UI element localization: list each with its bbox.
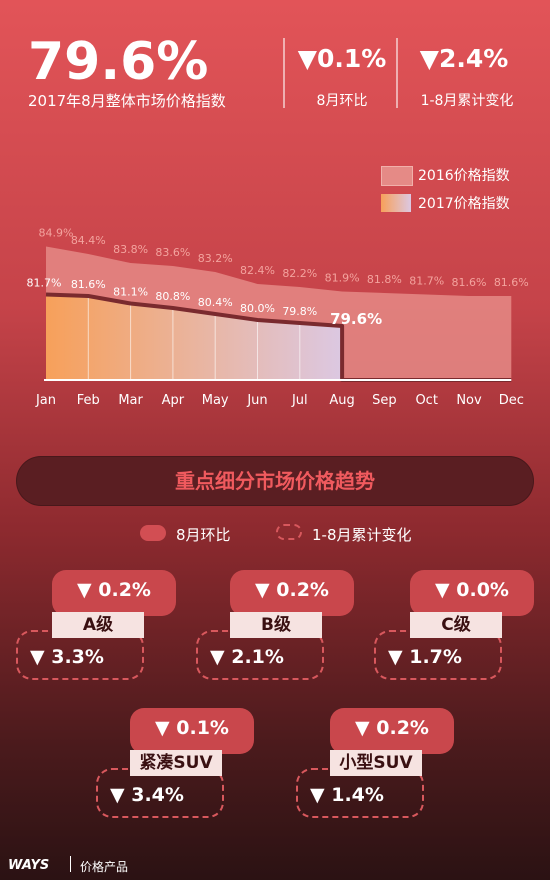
data-label-2016: 81.6% (452, 276, 487, 289)
data-label-2016: 84.4% (71, 234, 106, 247)
x-tick-label: Aug (329, 393, 354, 408)
legend-mom-label: 8月环比 (176, 526, 231, 544)
legend-swatch-2016 (381, 166, 413, 186)
x-tick-label: May (202, 393, 229, 408)
segment-mom: ▼ 0.2% (52, 570, 176, 616)
headline-label: 2017年8月整体市场价格指数 (28, 92, 226, 110)
segment-name: 紧凑SUV (130, 750, 222, 776)
segment-mom: ▼ 0.0% (410, 570, 534, 616)
legend-ytd-swatch (276, 524, 302, 540)
section-title: 重点细分市场价格趋势 (16, 456, 534, 506)
data-label-2016: 83.2% (198, 252, 233, 265)
kpi-mom-value: ▼0.1% (297, 44, 387, 73)
footer-text: 价格产品 (80, 860, 129, 874)
x-tick-label: Jul (291, 393, 308, 408)
segment-mom: ▼ 0.2% (230, 570, 354, 616)
data-label-2016: 82.2% (282, 267, 317, 280)
x-tick-label: Mar (118, 393, 143, 408)
legend-ytd-label: 1-8月累计变化 (312, 526, 412, 544)
x-tick-label: Jan (35, 393, 56, 408)
data-label-2016: 81.7% (409, 275, 444, 288)
x-tick-label: Oct (415, 393, 437, 408)
data-label-2017: 81.7% (27, 277, 62, 290)
kpi-mom-label: 8月环比 (316, 93, 368, 109)
legend-mom-swatch (140, 525, 166, 541)
legend-label-2017: 2017价格指数 (418, 196, 510, 212)
legend-label-2016: 2016价格指数 (418, 168, 510, 184)
segment-name: C级 (410, 612, 502, 638)
x-tick-label: Nov (456, 393, 482, 408)
x-tick-label: Apr (162, 393, 185, 408)
kpi-divider (283, 38, 285, 108)
kpi-ytd-value: ▼2.4% (419, 44, 509, 73)
segment-mom: ▼ 0.1% (130, 708, 254, 754)
price-index-chart: 84.9%84.4% 83.8% 83.6% 83.2% 82.4% 82.2% 81.9%… (27, 227, 529, 409)
data-label-2017: 79.6% (330, 310, 382, 328)
data-label-2017: 80.0% (240, 302, 275, 315)
data-label-2016: 84.9% (39, 227, 74, 240)
legend-swatch-2017 (381, 194, 411, 212)
data-label-2017: 80.8% (155, 290, 190, 303)
data-label-2016: 83.6% (155, 246, 190, 259)
data-label-2016: 82.4% (240, 264, 275, 277)
x-tick-label: Jun (246, 393, 267, 408)
data-label-2016: 83.8% (113, 243, 148, 256)
data-label-2016: 81.9% (325, 272, 360, 285)
data-label-2016: 81.6% (494, 276, 529, 289)
x-tick-label: Feb (77, 393, 100, 408)
kpi-ytd-label: 1-8月累计变化 (420, 93, 514, 109)
x-tick-label: Sep (372, 393, 397, 408)
data-label-2016: 81.8% (367, 273, 402, 286)
footer-divider (70, 856, 71, 872)
headline-value: 79.6% (28, 32, 209, 92)
segment-mom: ▼ 0.2% (330, 708, 454, 754)
x-tick-label: Dec (499, 393, 524, 408)
kpi-divider (396, 38, 398, 108)
data-label-2017: 81.6% (71, 278, 106, 291)
data-label-2017: 79.8% (282, 305, 317, 318)
data-label-2017: 81.1% (113, 286, 148, 299)
series-2017-line (45, 292, 512, 382)
data-label-2017: 80.4% (198, 296, 233, 309)
segment-name: 小型SUV (330, 750, 422, 776)
ways-logo: WAYS (8, 858, 50, 873)
segment-name: A级 (52, 612, 144, 638)
series-2017-area (46, 294, 343, 380)
segment-name: B级 (230, 612, 322, 638)
